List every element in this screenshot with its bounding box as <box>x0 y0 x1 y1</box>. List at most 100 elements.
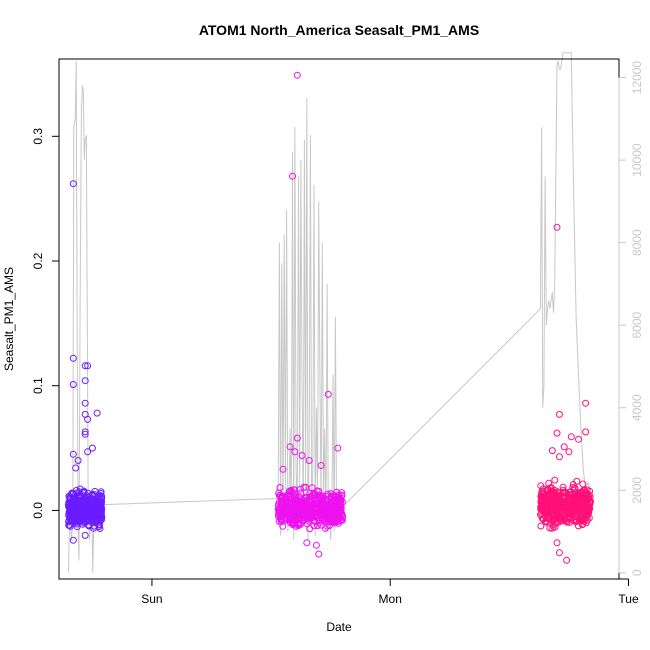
data-point <box>91 487 99 495</box>
data-point <box>334 503 342 511</box>
y2-tick-label: 6000 <box>630 312 644 339</box>
data-point <box>72 487 80 494</box>
data-point-outlier <box>553 223 561 231</box>
altitude-line-layer <box>68 52 591 573</box>
data-point-outlier <box>69 381 77 388</box>
data-point <box>583 511 591 519</box>
y2-tick-label: 0 <box>630 569 644 576</box>
data-point <box>551 476 559 484</box>
data-point-outlier <box>72 464 80 472</box>
data-point-outlier <box>289 172 296 180</box>
data-point <box>547 502 555 510</box>
data-point <box>546 524 554 532</box>
y2-tick-label: 10000 <box>630 143 644 177</box>
data-point <box>335 513 343 521</box>
data-point-outlier <box>312 541 320 549</box>
data-point <box>577 516 585 524</box>
data-point <box>69 503 77 511</box>
data-point <box>67 516 75 524</box>
flight-2-points <box>274 71 346 558</box>
data-point <box>586 492 594 500</box>
data-point-outlier <box>84 448 92 456</box>
x-axis-label: Date <box>326 620 352 634</box>
data-point <box>284 515 292 523</box>
data-point <box>570 485 578 493</box>
data-point-outlier <box>81 428 89 436</box>
data-point <box>569 495 577 503</box>
data-point <box>540 490 548 498</box>
x-tick-label: Mon <box>379 592 402 606</box>
data-point <box>551 489 559 497</box>
data-point-outlier <box>81 399 89 407</box>
data-point <box>538 515 546 523</box>
data-point <box>582 501 590 509</box>
data-point <box>79 518 87 526</box>
data-point <box>75 516 83 524</box>
data-point <box>296 498 304 506</box>
data-point <box>96 495 104 503</box>
data-point <box>307 510 315 518</box>
data-point <box>310 522 318 530</box>
data-point-outlier <box>279 465 287 473</box>
data-point <box>93 514 101 522</box>
data-point <box>539 491 547 498</box>
data-point <box>586 497 594 505</box>
data-point <box>71 510 79 518</box>
data-point <box>76 499 83 507</box>
data-point <box>276 491 284 499</box>
data-point-outlier <box>563 556 571 564</box>
data-point <box>299 515 307 523</box>
data-point <box>551 497 559 505</box>
y-tick-label: 0.3 <box>31 128 45 145</box>
y2-axis: 0 2000 4000 6000 8000 10000 12000 <box>618 61 644 576</box>
data-point-outlier <box>567 433 575 441</box>
data-point <box>279 522 287 530</box>
data-point-outlier <box>298 452 306 459</box>
data-point-outlier <box>74 457 82 464</box>
y2-tick-label: 2000 <box>630 477 644 504</box>
data-point-outlier <box>293 434 301 442</box>
y2-tick-label: 4000 <box>630 394 644 421</box>
data-point-outlier <box>334 444 342 452</box>
data-point <box>542 500 550 508</box>
data-point-outlier <box>293 71 301 79</box>
data-point <box>276 508 284 516</box>
data-point <box>291 518 299 526</box>
data-point <box>324 513 332 521</box>
data-point-outlier <box>582 399 590 407</box>
data-point-outlier <box>81 531 89 539</box>
data-point <box>307 502 314 510</box>
data-point <box>547 485 555 492</box>
data-point <box>285 508 293 516</box>
data-point <box>292 508 300 516</box>
y-tick-label: 0.2 <box>31 252 45 269</box>
flight-1-points <box>65 180 106 544</box>
data-point <box>96 525 104 532</box>
data-point <box>335 497 342 505</box>
data-point-outlier <box>548 447 556 455</box>
data-point <box>574 494 581 501</box>
data-point <box>552 514 560 521</box>
data-point <box>285 505 293 513</box>
y-axis-label: Seasalt_PM1_AMS <box>2 267 16 371</box>
data-point <box>84 489 92 497</box>
data-point-outlier <box>555 410 563 418</box>
data-point <box>311 491 319 498</box>
data-point <box>317 511 325 518</box>
data-point-outlier <box>286 443 294 451</box>
data-point-outlier <box>84 415 92 423</box>
data-point <box>284 490 292 498</box>
data-point <box>577 492 585 500</box>
data-point <box>339 512 346 520</box>
data-point <box>582 507 590 514</box>
data-point-outlier <box>317 462 325 469</box>
data-point-outlier <box>582 428 590 436</box>
data-point <box>296 485 304 493</box>
data-point-outlier <box>315 550 323 558</box>
data-point <box>578 499 586 507</box>
data-point <box>284 497 291 505</box>
data-point <box>97 506 104 514</box>
data-point-outlier <box>69 536 77 544</box>
altitude-line <box>68 52 591 573</box>
data-point <box>314 505 322 513</box>
